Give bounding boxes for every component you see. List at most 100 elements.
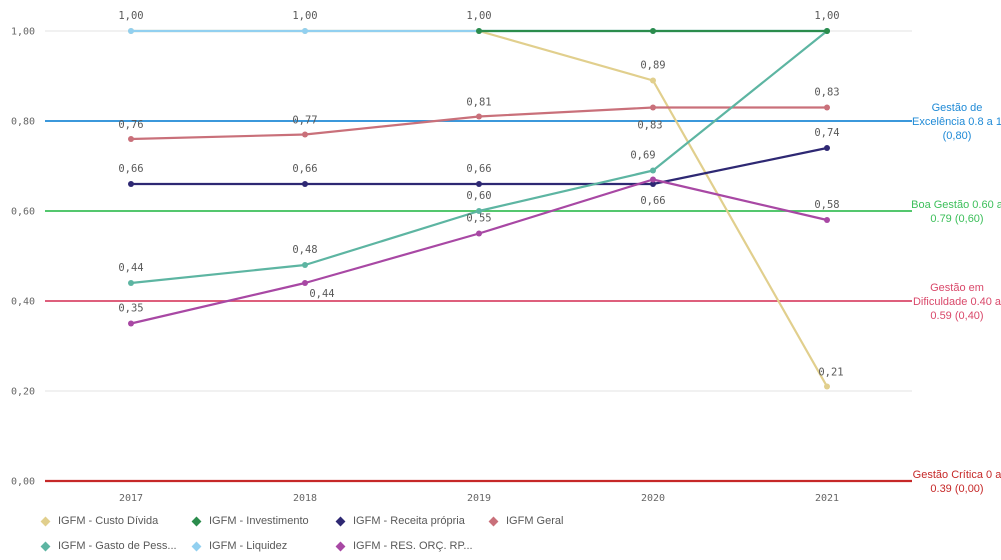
data-point xyxy=(824,217,830,223)
reference-line-label: 0.39 (0,00) xyxy=(930,483,983,495)
legend-label: IGFM - Gasto de Pess... xyxy=(58,540,177,552)
data-label: 1,00 xyxy=(466,10,491,22)
data-label: 0,44 xyxy=(309,288,334,300)
legend-item[interactable]: IGFM - RES. ORÇ. RP... xyxy=(335,540,473,552)
legend-label: IGFM Geral xyxy=(506,515,564,527)
data-point xyxy=(128,136,134,142)
data-point xyxy=(128,181,134,187)
reference-line-label: Dificuldade 0.40 a xyxy=(913,296,1001,308)
data-label: 0,58 xyxy=(814,199,839,211)
data-point xyxy=(476,181,482,187)
data-point xyxy=(476,230,482,237)
legend-marker-icon xyxy=(40,541,51,551)
data-label: 1,00 xyxy=(292,10,317,22)
series-lines xyxy=(128,28,830,390)
reference-lines xyxy=(45,120,912,483)
reference-line-label: 0.59 (0,40) xyxy=(930,310,983,322)
data-label: 0,66 xyxy=(640,195,665,207)
legend-marker-icon xyxy=(335,516,346,526)
legend-marker-icon xyxy=(191,516,202,526)
legend-item[interactable]: IGFM - Receita própria xyxy=(335,515,465,527)
legend-label: IGFM - Receita própria xyxy=(353,515,465,527)
data-label: 0,60 xyxy=(466,190,491,202)
data-label: 0,83 xyxy=(814,87,839,99)
legend-item[interactable]: IGFM - Gasto de Pess... xyxy=(40,540,177,552)
y-tick-label: 1,00 xyxy=(11,27,35,38)
data-point xyxy=(476,113,482,120)
line-chart: 0,00 0,20 0,40 0,60 0,80 1,00 2017 2018 2019 202… xyxy=(11,10,1001,504)
reference-line-label: Boa Gestão 0.60 a xyxy=(911,199,1001,211)
data-label: 0,74 xyxy=(814,127,839,139)
reference-line-labels: Gestão de Excelência 0.8 a 1 (0,80) Boa Ges… xyxy=(911,102,1001,495)
data-labels: 1,00 1,00 1,00 0,89 0,21 0,66 0,66 0,66 0,66 0,74… xyxy=(118,10,843,379)
data-point xyxy=(302,262,308,268)
data-point xyxy=(650,167,656,174)
data-point xyxy=(650,77,656,84)
legend-item[interactable]: IGFM - Investimento xyxy=(191,515,309,527)
legend-marker-icon xyxy=(335,541,346,551)
x-tick-label: 2017 xyxy=(119,493,143,504)
x-axis-ticks: 2017 2018 2019 2020 2021 xyxy=(119,493,839,504)
data-label: 0,77 xyxy=(292,115,317,127)
data-label: 0,89 xyxy=(640,60,665,72)
data-label: 0,69 xyxy=(630,150,655,162)
series-line xyxy=(130,106,827,141)
reference-line-label: Gestão Crítica 0 a xyxy=(913,469,1001,481)
data-label: 0,66 xyxy=(292,163,317,175)
reference-line-label: Excelência 0.8 a 1 xyxy=(912,116,1001,128)
data-label: 0,44 xyxy=(118,262,143,274)
legend-item[interactable]: IGFM - Liquidez xyxy=(191,540,287,552)
data-point xyxy=(824,104,830,111)
data-point xyxy=(650,181,656,187)
data-point xyxy=(476,28,482,34)
data-point xyxy=(302,28,308,34)
legend-label: IGFM - Custo Dívida xyxy=(58,515,159,527)
y-tick-label: 0,20 xyxy=(11,387,35,398)
series-line xyxy=(130,30,828,285)
legend-label: IGFM - RES. ORÇ. RP... xyxy=(353,540,473,552)
data-point xyxy=(650,176,656,183)
legend-label: IGFM - Investimento xyxy=(209,515,309,527)
data-label: 0,66 xyxy=(466,163,491,175)
reference-line-label: Gestão em xyxy=(930,282,984,294)
data-label: 1,00 xyxy=(118,10,143,22)
data-point xyxy=(824,145,830,151)
y-axis-ticks: 0,00 0,20 0,40 0,60 0,80 1,00 xyxy=(11,27,35,488)
legend-marker-icon xyxy=(488,516,499,526)
data-label: 0,55 xyxy=(466,213,491,225)
y-tick-label: 0,40 xyxy=(11,297,35,308)
x-tick-label: 2018 xyxy=(293,493,317,504)
data-point xyxy=(476,208,482,214)
data-label: 1,00 xyxy=(814,10,839,22)
x-tick-label: 2020 xyxy=(641,493,665,504)
x-tick-label: 2021 xyxy=(815,493,839,504)
data-label: 0,48 xyxy=(292,244,317,256)
data-point xyxy=(824,28,830,34)
y-tick-label: 0,60 xyxy=(11,207,35,218)
data-label: 0,76 xyxy=(118,119,143,131)
legend-label: IGFM - Liquidez xyxy=(209,540,288,552)
data-point xyxy=(302,181,308,187)
y-tick-label: 0,80 xyxy=(11,117,35,128)
data-point xyxy=(128,320,134,327)
data-point xyxy=(128,28,134,34)
data-point xyxy=(650,104,656,111)
data-label: 0,81 xyxy=(466,97,491,109)
legend-item[interactable]: IGFM - Custo Dívida xyxy=(40,515,158,527)
reference-line-label: (0,80) xyxy=(943,130,972,142)
data-label: 0,83 xyxy=(637,120,662,132)
reference-line-label: 0.79 (0,60) xyxy=(930,213,983,225)
data-point xyxy=(302,131,308,138)
data-point xyxy=(650,28,656,34)
x-tick-label: 2019 xyxy=(467,493,491,504)
data-label: 0,21 xyxy=(818,367,843,379)
legend-marker-icon xyxy=(191,541,202,551)
data-point xyxy=(128,280,134,286)
data-label: 0,35 xyxy=(118,303,143,315)
legend-item[interactable]: IGFM Geral xyxy=(488,515,563,527)
y-tick-label: 0,00 xyxy=(11,477,35,488)
legend-marker-icon xyxy=(40,516,51,526)
data-point xyxy=(302,280,308,286)
legend: IGFM - Custo Dívida IGFM - Investimento IG… xyxy=(40,515,640,557)
data-label: 0,66 xyxy=(118,163,143,175)
